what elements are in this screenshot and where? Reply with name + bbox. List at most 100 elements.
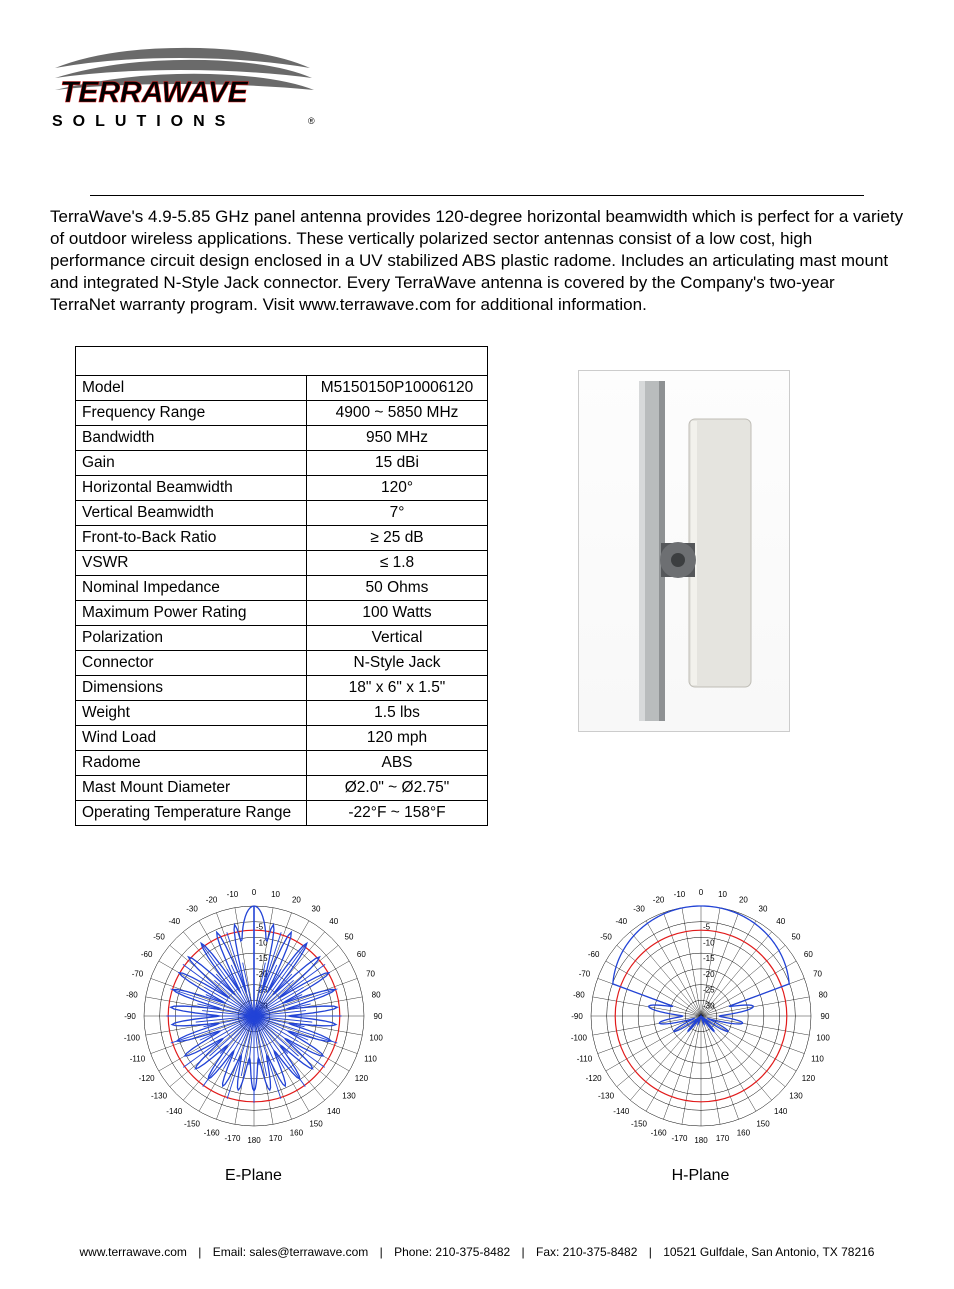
- svg-text:-10: -10: [673, 890, 685, 899]
- svg-text:-15: -15: [703, 955, 715, 964]
- svg-text:130: 130: [342, 1092, 356, 1101]
- spec-label: Weight: [76, 701, 307, 726]
- spec-value: 50 Ohms: [307, 576, 488, 601]
- spec-label: Mast Mount Diameter: [76, 776, 307, 801]
- svg-text:180: 180: [247, 1136, 261, 1145]
- table-row: Dimensions18" x 6" x 1.5": [76, 676, 488, 701]
- table-row: ModelM5150150P10006120: [76, 376, 488, 401]
- svg-text:-15: -15: [256, 955, 268, 964]
- spec-value: 120 mph: [307, 726, 488, 751]
- svg-text:20: 20: [738, 896, 747, 905]
- svg-text:-70: -70: [578, 970, 590, 979]
- svg-text:50: 50: [344, 933, 353, 942]
- spec-label: Polarization: [76, 626, 307, 651]
- spec-label: Front-to-Back Ratio: [76, 526, 307, 551]
- svg-text:40: 40: [329, 917, 338, 926]
- svg-text:-100: -100: [123, 1034, 140, 1043]
- svg-text:-160: -160: [203, 1129, 220, 1138]
- svg-text:30: 30: [311, 905, 320, 914]
- spec-value: 100 Watts: [307, 601, 488, 626]
- spec-value: Vertical: [307, 626, 488, 651]
- table-row: Vertical Beamwidth7°: [76, 501, 488, 526]
- svg-text:130: 130: [789, 1092, 803, 1101]
- svg-text:60: 60: [803, 950, 812, 959]
- svg-text:-20: -20: [205, 896, 217, 905]
- table-row: Frequency Range4900 ~ 5850 MHz: [76, 401, 488, 426]
- svg-text:-80: -80: [573, 991, 585, 1000]
- svg-text:-60: -60: [587, 950, 599, 959]
- footer-email: Email: sales@terrawave.com: [213, 1245, 369, 1259]
- svg-text:110: 110: [364, 1055, 377, 1064]
- spec-label: Frequency Range: [76, 401, 307, 426]
- svg-text:70: 70: [366, 970, 375, 979]
- table-row: Maximum Power Rating100 Watts: [76, 601, 488, 626]
- footer-fax: Fax: 210-375-8482: [536, 1245, 637, 1259]
- svg-text:50: 50: [791, 933, 800, 942]
- svg-text:-50: -50: [600, 933, 612, 942]
- spec-label: Bandwidth: [76, 426, 307, 451]
- spec-value: 15 dBi: [307, 451, 488, 476]
- svg-text:90: 90: [820, 1012, 829, 1021]
- e-plane-caption: E-Plane: [94, 1167, 414, 1185]
- svg-text:140: 140: [774, 1107, 788, 1116]
- svg-text:-50: -50: [153, 933, 165, 942]
- spec-value: 950 MHz: [307, 426, 488, 451]
- spec-label: Radome: [76, 751, 307, 776]
- svg-text:10: 10: [271, 890, 280, 899]
- table-row: Nominal Impedance50 Ohms: [76, 576, 488, 601]
- svg-text:-140: -140: [166, 1107, 183, 1116]
- table-row: Bandwidth950 MHz: [76, 426, 488, 451]
- svg-text:-40: -40: [168, 917, 180, 926]
- svg-text:100: 100: [816, 1034, 830, 1043]
- svg-text:80: 80: [818, 991, 827, 1000]
- table-row: RadomeABS: [76, 751, 488, 776]
- h-plane-chart: -5-10-15-20-25-3001020304050607080901001…: [541, 876, 861, 1185]
- svg-text:-80: -80: [126, 991, 138, 1000]
- svg-text:0: 0: [698, 888, 703, 897]
- svg-text:10: 10: [718, 890, 727, 899]
- logo-brand-top: TERRAWAVE: [60, 76, 249, 109]
- svg-text:70: 70: [813, 970, 822, 979]
- svg-text:-110: -110: [129, 1055, 145, 1064]
- table-row: Horizontal Beamwidth120°: [76, 476, 488, 501]
- svg-text:-130: -130: [598, 1092, 615, 1101]
- table-row: Front-to-Back Ratio≥ 25 dB: [76, 526, 488, 551]
- table-row: Gain15 dBi: [76, 451, 488, 476]
- table-row: PolarizationVertical: [76, 626, 488, 651]
- svg-text:180: 180: [694, 1136, 708, 1145]
- spec-value: 7°: [307, 501, 488, 526]
- svg-text:-110: -110: [576, 1055, 592, 1064]
- svg-text:160: 160: [289, 1129, 303, 1138]
- company-logo: TERRAWAVE SOLUTIONS ®: [50, 40, 904, 145]
- product-photo: [578, 370, 790, 732]
- spec-value: 18" x 6" x 1.5": [307, 676, 488, 701]
- svg-text:160: 160: [736, 1129, 750, 1138]
- spec-label: Nominal Impedance: [76, 576, 307, 601]
- table-row: Weight1.5 lbs: [76, 701, 488, 726]
- table-row: Mast Mount DiameterØ2.0" ~ Ø2.75": [76, 776, 488, 801]
- spec-value: ≥ 25 dB: [307, 526, 488, 551]
- svg-text:120: 120: [354, 1074, 368, 1083]
- table-row: ConnectorN-Style Jack: [76, 651, 488, 676]
- h-plane-caption: H-Plane: [541, 1167, 861, 1185]
- svg-text:40: 40: [776, 917, 785, 926]
- spec-label: Maximum Power Rating: [76, 601, 307, 626]
- spec-label: Model: [76, 376, 307, 401]
- svg-text:90: 90: [373, 1012, 382, 1021]
- svg-text:-20: -20: [652, 896, 664, 905]
- svg-text:0: 0: [251, 888, 256, 897]
- svg-text:-130: -130: [151, 1092, 168, 1101]
- svg-text:110: 110: [811, 1055, 824, 1064]
- svg-text:-100: -100: [570, 1034, 587, 1043]
- svg-text:-90: -90: [124, 1012, 136, 1021]
- table-row: VSWR≤ 1.8: [76, 551, 488, 576]
- svg-text:170: 170: [268, 1135, 282, 1144]
- svg-text:20: 20: [291, 896, 300, 905]
- svg-text:-120: -120: [585, 1074, 602, 1083]
- svg-text:-120: -120: [138, 1074, 155, 1083]
- svg-text:-60: -60: [140, 950, 152, 959]
- intro-paragraph: TerraWave's 4.9-5.85 GHz panel antenna p…: [50, 206, 904, 316]
- spec-value: 1.5 lbs: [307, 701, 488, 726]
- spec-value: ≤ 1.8: [307, 551, 488, 576]
- svg-text:170: 170: [715, 1135, 729, 1144]
